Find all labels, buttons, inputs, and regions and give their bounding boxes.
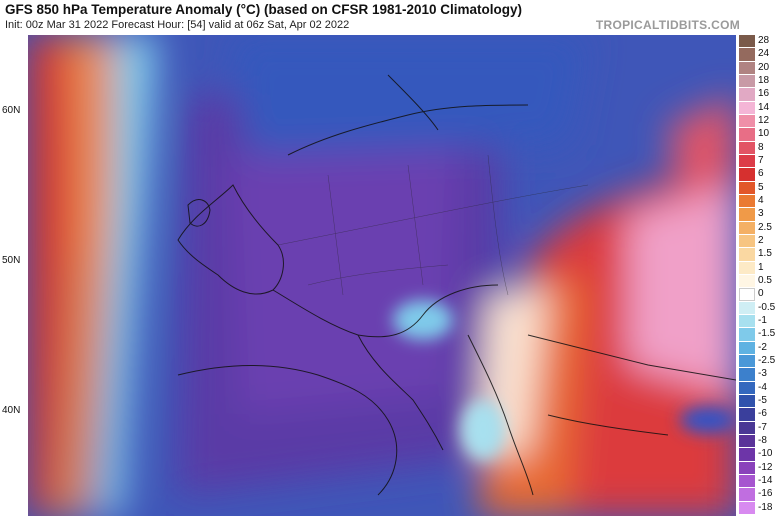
colorbar-swatch — [739, 475, 755, 488]
colorbar-label: -7 — [758, 421, 767, 433]
colorbar-label: -10 — [758, 448, 773, 460]
colorbar-label: -2 — [758, 341, 767, 353]
colorbar-label: 14 — [758, 101, 770, 113]
colorbar-label: -5 — [758, 395, 767, 406]
colorbar-label: -12 — [758, 461, 773, 473]
colorbar-swatch — [739, 35, 755, 48]
colorbar-label: 2 — [758, 235, 764, 246]
colorbar-swatch — [739, 448, 755, 461]
colorbar-label: -1.5 — [758, 328, 776, 340]
colorbar-swatch — [739, 61, 755, 74]
colorbar-swatch — [739, 128, 755, 141]
colorbar-label: 3 — [758, 208, 764, 220]
colorbar-label: 5 — [758, 181, 764, 193]
colorbar-label: -0.5 — [758, 301, 776, 313]
colorbar-swatch — [739, 155, 755, 168]
colorbar-swatch — [739, 395, 755, 408]
colorbar-swatch — [739, 368, 755, 381]
colorbar-label: -8 — [758, 435, 767, 446]
brand-watermark: TROPICALTIDBITS.COM — [595, 18, 740, 32]
colorbar-swatch — [739, 195, 755, 208]
lat-label-50n: 50N — [2, 255, 21, 266]
colorbar-swatch — [739, 181, 755, 194]
colorbar-swatch — [739, 88, 755, 101]
anomaly-map-image — [28, 35, 736, 516]
lat-label-60n: 60N — [2, 105, 21, 116]
colorbar-swatch — [739, 275, 755, 288]
colorbar-label: 0 — [758, 288, 764, 300]
colorbar-label: -14 — [758, 475, 773, 486]
colorbar-label: 6 — [758, 168, 764, 180]
colorbar-label: 24 — [758, 48, 770, 60]
colorbar-swatch — [739, 341, 755, 354]
colorbar-swatch — [739, 435, 755, 448]
chart-title: GFS 850 hPa Temperature Anomaly (°C) (ba… — [5, 2, 523, 17]
colorbar-swatch — [739, 168, 755, 181]
colorbar-label: 20 — [758, 61, 770, 73]
colorbar-swatch — [739, 408, 755, 421]
colorbar-label: 12 — [758, 115, 770, 126]
colorbar-label: 7 — [758, 155, 764, 166]
colorbar-label: 2.5 — [758, 221, 772, 233]
anomaly-map[interactable] — [28, 35, 736, 516]
colorbar-label: -1 — [758, 315, 767, 326]
colorbar-swatch — [739, 301, 755, 314]
lat-label-40n: 40N — [2, 405, 21, 416]
colorbar-swatch — [739, 248, 755, 261]
colorbar-swatch — [739, 288, 755, 301]
colorbar-label: -16 — [758, 488, 773, 500]
colorbar-swatch — [739, 208, 755, 221]
colorbar-label: -18 — [758, 501, 773, 513]
colorbar-label: 1.5 — [758, 248, 772, 260]
colorbar-label: 4 — [758, 195, 764, 206]
colorbar-label: 10 — [758, 128, 770, 140]
colorbar-swatch — [739, 101, 755, 114]
colorbar-swatch — [739, 315, 755, 328]
colorbar-label: 18 — [758, 75, 770, 86]
colorbar-swatch — [739, 221, 755, 234]
colorbar-swatch — [739, 355, 755, 368]
colorbar-swatch — [739, 261, 755, 274]
colorbar-swatch — [739, 461, 755, 474]
colorbar-swatch — [739, 501, 755, 514]
colorbar-label: 28 — [758, 35, 770, 46]
colorbar-swatch — [739, 421, 755, 434]
colorbar-swatch — [739, 141, 755, 154]
colorbar-label: 0.5 — [758, 275, 772, 286]
colorbar-label: -2.5 — [758, 355, 776, 366]
chart-subtitle: Init: 00z Mar 31 2022 Forecast Hour: [54… — [5, 19, 350, 31]
colorbar: 28 24 20 18 16 14 12 10 8 7 6 5 4 3 2.5 2 1.5 1 0.5 0 -0.5 -1… — [739, 35, 780, 516]
colorbar-label: 1 — [758, 261, 764, 273]
colorbar-label: -4 — [758, 381, 767, 393]
colorbar-swatch — [739, 381, 755, 394]
colorbar-swatch — [739, 328, 755, 341]
header: GFS 850 hPa Temperature Anomaly (°C) (ba… — [0, 0, 780, 34]
colorbar-label: -6 — [758, 408, 767, 420]
colorbar-label: 16 — [758, 88, 770, 100]
colorbar-label: 8 — [758, 141, 764, 153]
colorbar-swatch — [739, 115, 755, 128]
colorbar-swatch — [739, 488, 755, 501]
colorbar-swatch — [739, 75, 755, 88]
colorbar-swatch — [739, 48, 755, 61]
colorbar-swatch — [739, 235, 755, 248]
colorbar-label: -3 — [758, 368, 767, 380]
